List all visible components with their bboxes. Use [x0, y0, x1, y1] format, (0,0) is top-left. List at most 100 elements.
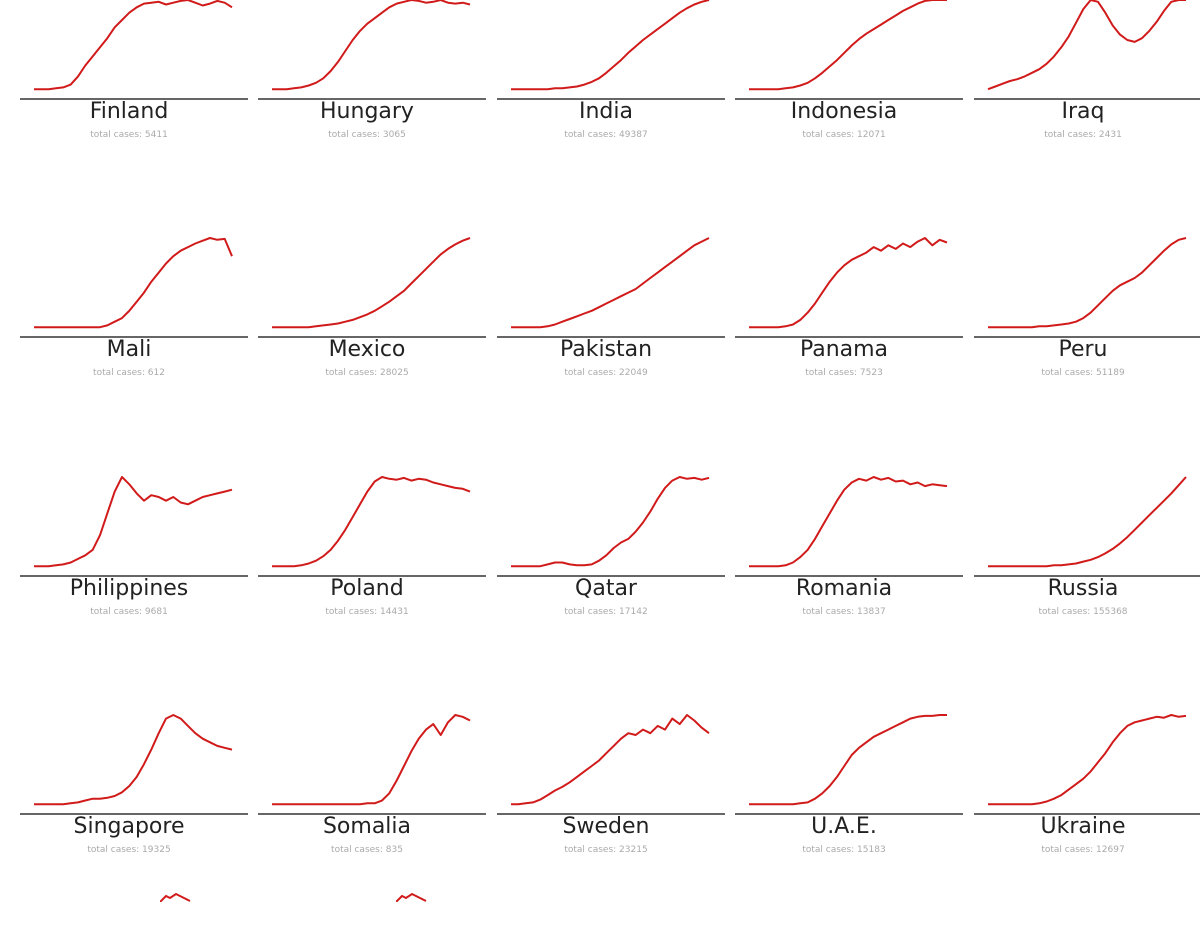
x-tick-label: 03/12 [67, 338, 87, 339]
country-line-chart: 02/21 03/12 04/01 04/21 [731, 714, 963, 816]
country-panel: 02/21 03/12 04/01 04/21 India total cases: 49… [487, 0, 725, 229]
x-tick-label: 04/21 [885, 338, 905, 339]
x-tick-label: 02/21 [254, 815, 274, 816]
country-panel: 02/21 03/12 04/01 04/21 U.A.E. total cases: 1… [725, 706, 963, 944]
x-tick-label: 02/21 [970, 100, 990, 101]
x-tick-label: 04/01 [1073, 100, 1093, 101]
total-cases-label: total cases: 835 [331, 845, 403, 855]
country-panel: 02/21 03/12 04/01 04/21Mexico total cases: 2… [248, 229, 486, 467]
country-name: Ukraine [1040, 814, 1126, 839]
x-tick-label: 03/12 [1021, 577, 1041, 578]
country-panel: 02/21 03/12 04/01 04/21Pakistan total cases:… [487, 229, 725, 467]
series-line [749, 237, 948, 329]
country-panel: 02/21 03/12 04/01 04/21Indonesia total cases… [725, 0, 963, 229]
total-cases-label: total cases: 612 [93, 368, 165, 378]
x-tick-label: 04/01 [357, 338, 377, 339]
x-tick-label: 04/21 [885, 577, 905, 578]
x-tick-label: 04/01 [119, 338, 139, 339]
country-name: India [579, 99, 633, 124]
country-line-chart: 02/21 03/12 04/01 04/21 [493, 237, 725, 339]
total-cases-label: total cases: 2431 [1044, 130, 1122, 140]
x-tick-label: 02/21 [731, 815, 751, 816]
total-cases-label: total cases: 9681 [90, 607, 168, 617]
country-panel: 02/21 03/12 04/01 04/21 Mali total cases: 612 [10, 229, 248, 467]
x-tick-label: 02/21 [493, 338, 513, 339]
total-cases-label: total cases: 12071 [802, 130, 886, 140]
x-tick-label: 03/12 [67, 815, 87, 816]
x-tick-label: 04/21 [408, 815, 428, 816]
x-tick-label: 04/01 [119, 577, 139, 578]
total-cases-label: total cases: 22049 [564, 368, 648, 378]
x-tick-label: 03/12 [1021, 338, 1041, 339]
country-panel: 02/21 03/12 04/01 04/21Romania total cases: … [725, 468, 963, 706]
x-tick-label: 03/12 [67, 100, 87, 101]
country-line-chart: 02/21 03/12 04/01 04/21 [16, 714, 248, 816]
x-tick-label: 04/01 [596, 815, 616, 816]
x-tick-label: 04/01 [357, 577, 377, 578]
x-tick-label: 04/21 [647, 577, 667, 578]
total-cases-label: total cases: 14431 [325, 607, 409, 617]
country-panel: 02/21 03/12 04/01 04/21Ukraine total cases: … [964, 706, 1200, 944]
x-tick-label: 04/01 [596, 577, 616, 578]
country-name: Finland [89, 99, 169, 124]
series-line [511, 0, 710, 91]
x-tick-label: 03/12 [782, 338, 802, 339]
total-cases-label: total cases: 51189 [1041, 368, 1125, 378]
country-name: Sweden [562, 814, 650, 839]
x-tick-label: 02/21 [16, 815, 36, 816]
x-tick-label: 04/01 [1073, 338, 1093, 339]
x-tick-label: 02/21 [493, 577, 513, 578]
country-line-chart: 02/21 03/12 04/01 04/21 [16, 476, 248, 578]
x-tick-label: 03/12 [305, 338, 325, 339]
x-tick-label: 04/01 [834, 815, 854, 816]
country-line-chart: 02/21 03/12 04/01 04/21 [731, 237, 963, 339]
series-line [988, 476, 1187, 568]
country-panel: 02/21 03/12 04/01 04/21Philippines total cas… [10, 468, 248, 706]
series-line [988, 237, 1187, 329]
country-name: Poland [330, 576, 404, 601]
x-tick-label: 04/01 [834, 338, 854, 339]
series-line [749, 714, 947, 806]
x-tick-label: 02/21 [731, 100, 751, 101]
x-tick-label: 02/21 [254, 577, 274, 578]
series-line [272, 476, 471, 568]
country-line-chart: 02/21 03/12 04/01 04/21 [731, 476, 963, 578]
total-cases-label: total cases: 23215 [564, 845, 648, 855]
country-panel: 02/21 03/12 04/01 04/21 Peru total cases: 511… [964, 229, 1200, 467]
x-tick-label: 04/01 [834, 100, 854, 101]
country-panel: 02/21 03/12 04/01 04/21Somalia total cases: … [248, 706, 486, 944]
x-tick-label: 02/21 [970, 338, 990, 339]
country-name: Iraq [1061, 99, 1105, 124]
series-line [34, 476, 233, 568]
x-tick-label: 04/21 [1124, 577, 1144, 578]
country-panel: 02/21 03/12 04/01 04/21 Iraq total cases: 243… [964, 0, 1200, 229]
total-cases-label: total cases: 3065 [328, 130, 406, 140]
x-tick-label: 04/21 [647, 815, 667, 816]
country-panel: 02/21 03/12 04/01 04/21Panama total cases: 7… [725, 229, 963, 467]
country-name: Philippines [69, 576, 189, 601]
series-line [987, 0, 1186, 91]
country-panel: 02/21 03/12 04/01 04/21Hungary total cases: … [248, 0, 486, 229]
country-panel: 02/21 03/12 04/01 04/21 Qatar total cases: 17… [487, 468, 725, 706]
x-tick-label: 04/01 [1073, 815, 1093, 816]
country-name: Russia [1047, 576, 1119, 601]
x-tick-label: 04/21 [170, 577, 190, 578]
country-line-chart: 02/21 03/12 04/01 04/21 [16, 237, 248, 339]
country-name: Romania [795, 576, 893, 601]
country-line-chart: 02/21 03/12 04/01 04/21 [493, 0, 725, 101]
country-panel: 02/21 03/12 04/01 04/21Sweden total cases: 2… [487, 706, 725, 944]
country-panel: 02/21 03/12 04/01 04/21 Russia total cases: 1… [964, 468, 1200, 706]
x-tick-label: 03/12 [305, 100, 325, 101]
total-cases-label: total cases: 17142 [564, 607, 648, 617]
x-tick-label: 02/21 [493, 100, 513, 101]
x-tick-label: 04/21 [1124, 338, 1144, 339]
country-name: Indonesia [790, 99, 898, 124]
country-name: Somalia [322, 814, 412, 839]
x-tick-label: 04/01 [357, 815, 377, 816]
series-line [272, 714, 471, 806]
x-tick-label: 02/21 [254, 100, 274, 101]
x-tick-label: 03/12 [544, 338, 564, 339]
series-line [34, 714, 233, 806]
x-tick-label: 02/21 [731, 338, 751, 339]
x-tick-label: 04/21 [170, 338, 190, 339]
